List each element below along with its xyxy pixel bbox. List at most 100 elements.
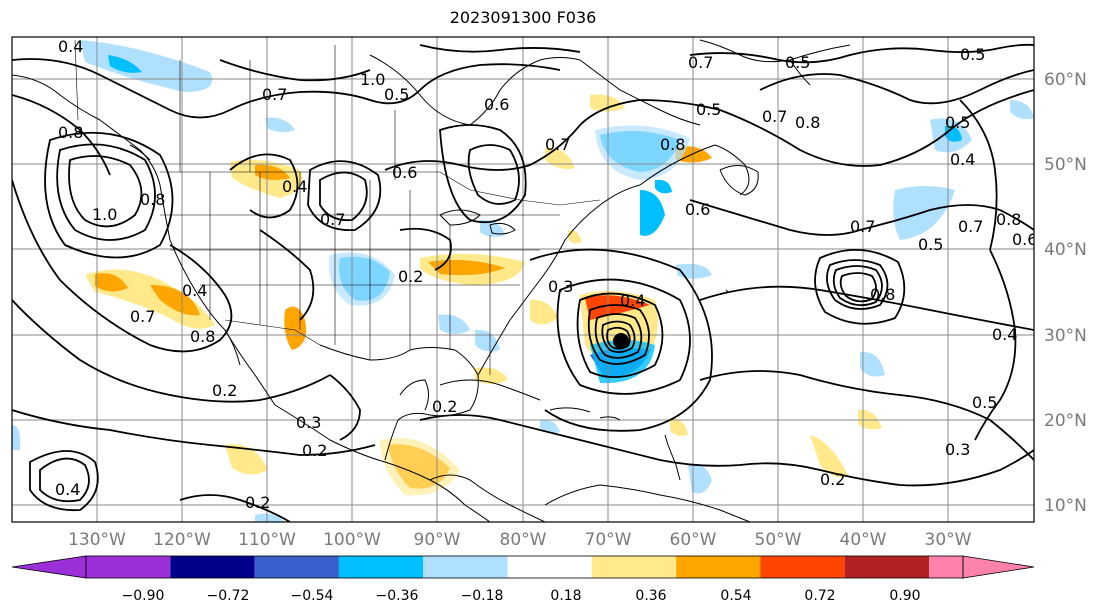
contour-22	[576, 292, 664, 378]
contour-2	[12, 94, 111, 176]
coast-lesser-antilles	[664, 434, 681, 481]
coast-greenland	[699, 39, 851, 63]
contour-30	[832, 265, 883, 307]
contour-20	[601, 320, 636, 353]
coast-canada-east	[639, 144, 750, 196]
coastlines	[12, 39, 851, 522]
contour-34	[699, 370, 1034, 461]
contour-12	[229, 153, 299, 219]
contour-36	[959, 99, 998, 251]
political-borders	[74, 39, 601, 375]
contour-26	[759, 69, 1034, 105]
contour-1	[12, 58, 561, 119]
coast-east-us	[477, 184, 641, 376]
lon-tick: 100°W	[323, 530, 381, 550]
contour-label: 0.7	[320, 210, 345, 229]
contour-label: 0.2	[398, 267, 423, 286]
contour-27	[689, 43, 1034, 64]
contour-19	[594, 313, 643, 359]
colorbar-segment	[760, 556, 845, 578]
contour-label: 0.3	[945, 440, 970, 459]
shade-pos-gulf	[475, 367, 508, 384]
contour-label: 1.0	[92, 205, 117, 224]
contour-label: 0.8	[190, 327, 215, 346]
lat-tick: 20°N	[1044, 411, 1087, 431]
colorbar-arrow-left	[11, 555, 87, 579]
colorbar-arrow-right	[962, 555, 1035, 579]
shade-pos-atlantic-storm-core	[585, 295, 650, 320]
colorbar-segment	[86, 556, 171, 578]
colorbar-tick: −0.18	[461, 588, 504, 604]
coast-vancouver	[129, 144, 151, 161]
longitude-tick-labels: 130°W 120°W 110°W 100°W 90°W 80°W 70°W 6…	[68, 530, 972, 550]
border-alaska-canada	[74, 39, 79, 121]
contour-7	[12, 299, 331, 403]
contour-label: 0.6	[1012, 230, 1037, 249]
coast-yucatan	[399, 379, 429, 411]
colorbar-tick: 0.54	[720, 588, 751, 604]
contour-label: 0.7	[545, 135, 570, 154]
lon-tick: 40°W	[840, 530, 887, 550]
shade-pos-carib-small	[670, 418, 688, 436]
contour-29	[826, 259, 889, 310]
contour-label: 0.8	[795, 113, 820, 132]
contour-8	[12, 409, 376, 456]
map-frame	[11, 36, 1035, 523]
colorbar-tick: 0.18	[550, 588, 581, 604]
shade-pos-texas	[284, 306, 307, 350]
contour-25	[719, 89, 1034, 167]
contour-label: 0.8	[140, 190, 165, 209]
colorbar-segment	[591, 556, 677, 578]
lat-tick: 60°N	[1044, 70, 1087, 90]
shade-neg-far-east	[1010, 100, 1034, 120]
contour-37	[974, 249, 1017, 441]
border-us-mexico	[224, 319, 321, 346]
border-us-canada	[160, 171, 601, 206]
contour-4	[56, 143, 156, 241]
contour-33	[699, 285, 1034, 331]
colorbar-segment	[170, 556, 255, 578]
contour-13	[319, 171, 368, 222]
lat-tick: 50°N	[1044, 155, 1087, 175]
contour-label: 0.7	[958, 217, 983, 236]
contour-38	[329, 374, 361, 441]
coast-pr	[599, 416, 621, 421]
colorbar-tick: −0.90	[122, 588, 165, 604]
coast-south-america	[544, 484, 751, 522]
shade-pos-rockies-core	[255, 164, 290, 180]
contour-40	[399, 227, 452, 271]
contour-label: 0.4	[282, 177, 307, 196]
lon-tick: 70°W	[585, 530, 632, 550]
lon-tick: 60°W	[670, 530, 717, 550]
shade-neg-hudson	[265, 117, 295, 133]
coast-hudson	[369, 54, 581, 126]
contour-10	[29, 450, 99, 512]
lon-tick: 80°W	[500, 530, 547, 550]
coast-mexico-pac	[274, 404, 491, 522]
shade-pos-east-atl	[810, 435, 848, 478]
contour-labels: 0.4 0.5 0.7 0.5 0.7 0.5 0.6 0.5 1.0 0.8 …	[55, 37, 1037, 512]
contour-14	[307, 160, 382, 231]
lat-tick: 10°N	[1044, 496, 1087, 516]
contour-21	[606, 326, 631, 350]
contour-label: 0.5	[918, 235, 943, 254]
contour-label: 0.2	[212, 381, 237, 400]
contour-28	[689, 199, 1034, 236]
colorbar-segment	[423, 556, 508, 578]
contour-39	[259, 229, 315, 321]
contour-label: 0.8	[996, 210, 1021, 229]
shade-neg-carib-east	[540, 419, 560, 434]
colorbar-tick: 0.72	[804, 588, 835, 604]
contour-label: 0.5	[972, 393, 997, 412]
contour-6	[12, 179, 233, 353]
contour-label: 0.4	[992, 325, 1017, 344]
contour-label: 0.4	[950, 150, 975, 169]
contour-24	[529, 248, 713, 432]
contour-label: 0.4	[620, 291, 645, 310]
contour-lines	[12, 43, 1034, 522]
colorbar-tick: 0.36	[635, 588, 666, 604]
contour-11	[179, 494, 291, 522]
lon-tick: 30°W	[925, 530, 972, 550]
contour-42	[419, 44, 581, 53]
